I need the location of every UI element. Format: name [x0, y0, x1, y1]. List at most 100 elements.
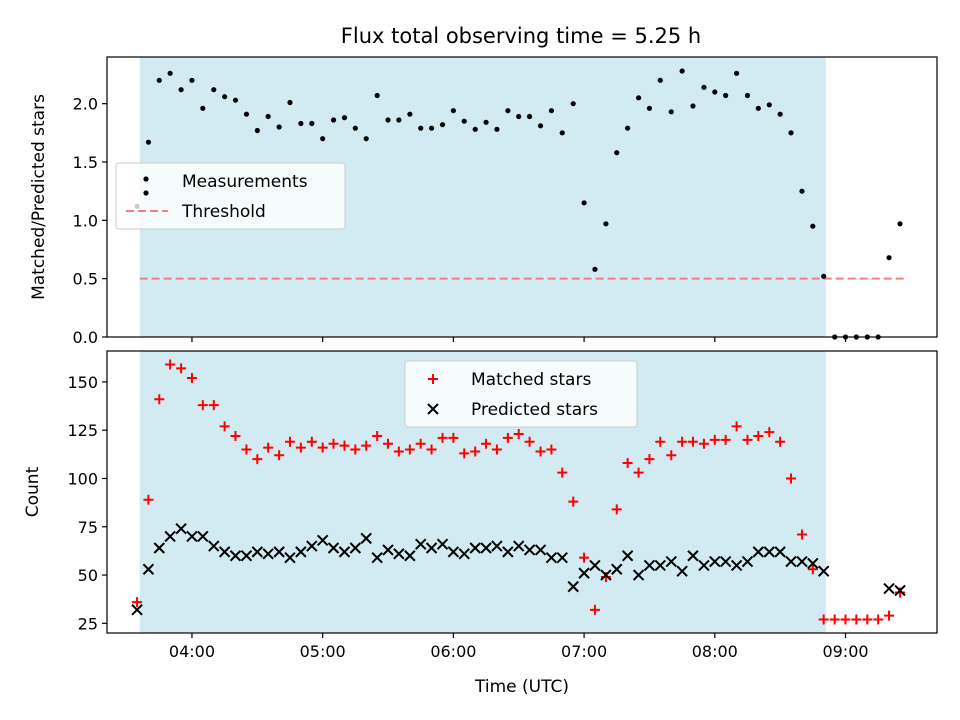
matched-star-point [284, 436, 295, 447]
figure-title: Flux total observing time = 5.25 h [341, 24, 701, 48]
matched-star-point [317, 442, 328, 453]
y-tick-label: 150 [67, 373, 98, 392]
matched-star-point [807, 564, 818, 575]
measurement-point [374, 92, 380, 99]
predicted-star-point [208, 540, 220, 552]
measurement-point [777, 111, 783, 117]
matched-star-point [306, 436, 317, 447]
matched-star-point [524, 436, 535, 447]
measurement-point [723, 92, 729, 99]
predicted-star-point [186, 530, 198, 543]
matched-star-point [165, 359, 176, 370]
legend-label: Threshold [181, 202, 266, 222]
matched-star-point [818, 614, 829, 625]
predicted-star-point [632, 569, 645, 581]
measurement-point [668, 109, 674, 115]
matched-star-point [829, 614, 840, 625]
predicted-star-point [523, 544, 536, 556]
measurement-point [559, 130, 565, 136]
predicted-star-point [578, 567, 590, 579]
matched-star-point [666, 450, 677, 461]
predicted-star-point [796, 555, 808, 568]
matched-star-point [176, 363, 187, 374]
predicted-star-point [611, 563, 623, 575]
predicted-star-point [153, 542, 165, 554]
matched-star-point [208, 400, 219, 411]
measurement-point [526, 113, 533, 120]
bottom-y-axis-label: Count [23, 466, 43, 517]
measurement-points-layer [134, 68, 903, 340]
matched-star-point [622, 458, 633, 469]
legend-label: Predicted stars [471, 400, 598, 420]
measurement-point [592, 266, 598, 272]
measurement-point [548, 108, 555, 114]
matched-star-point [491, 444, 502, 455]
measurement-point [788, 130, 794, 136]
matched-star-point [633, 467, 644, 478]
measurement-point [494, 126, 500, 132]
matched-star-point [415, 438, 426, 449]
matched-star-point [197, 400, 208, 411]
legend-marker-measurements [143, 176, 149, 182]
measurement-point [483, 119, 489, 125]
matched-star-point [611, 504, 622, 515]
measurement-point [625, 125, 631, 131]
measurement-point [287, 99, 293, 106]
predicted-star-point [295, 546, 307, 558]
predicted-star-point [480, 542, 492, 554]
matched-star-point [448, 432, 459, 443]
predicted-star-point [567, 580, 579, 593]
matched-star-point [219, 421, 230, 432]
measurement-point [734, 70, 740, 76]
measurement-point [766, 102, 772, 108]
measurement-point [265, 113, 271, 120]
predicted-star-point [676, 565, 688, 577]
predicted-star-point [414, 538, 427, 550]
matched-star-point [339, 440, 350, 451]
predicted-star-point [807, 557, 819, 570]
legend-box [404, 360, 638, 428]
matched-star-point [568, 496, 579, 507]
measurement-point [232, 97, 239, 103]
measurement-point [701, 84, 707, 90]
measurement-point [385, 117, 391, 123]
measurement-point [679, 68, 685, 74]
predicted-star-point [469, 542, 481, 554]
matched-star-point [295, 442, 306, 453]
predicted-star-point [621, 550, 634, 562]
predicted-star-point [654, 559, 666, 572]
predicted-star-point [752, 546, 765, 558]
measurement-point [755, 105, 761, 111]
y-tick-label: 100 [67, 469, 98, 488]
predicted-star-point [491, 540, 503, 552]
predicted-star-point [316, 534, 329, 546]
matched-star-point [775, 436, 786, 447]
matched-star-point [546, 444, 557, 455]
y-tick-label: 25 [78, 614, 98, 633]
matched-star-point [426, 444, 437, 455]
matched-star-point [361, 440, 372, 451]
x-tick-label: 06:00 [430, 642, 476, 661]
bottom-y-ticks: 25 50 75 100 125 150 [67, 373, 107, 633]
predicted-star-point [197, 530, 209, 543]
measurement-point [396, 117, 402, 123]
matched-star-point [186, 373, 197, 384]
count-points-layer [131, 359, 906, 625]
predicted-star-point [371, 551, 383, 564]
predicted-star-point [382, 544, 394, 556]
legend-marker-measurements [143, 190, 149, 196]
measurement-point [309, 120, 315, 127]
measurement-point [646, 105, 653, 111]
matched-star-point [459, 448, 470, 459]
predicted-star-point [883, 582, 895, 595]
x-tick-label: 05:00 [300, 642, 346, 661]
measurement-point [537, 123, 544, 129]
predicted-star-point [817, 565, 830, 577]
measurement-point [298, 120, 304, 127]
predicted-star-point [600, 569, 612, 581]
y-tick-label: 1.5 [73, 153, 98, 172]
matched-star-point [731, 421, 742, 432]
y-tick-label: 0.5 [73, 270, 98, 289]
matched-star-point [328, 438, 339, 449]
